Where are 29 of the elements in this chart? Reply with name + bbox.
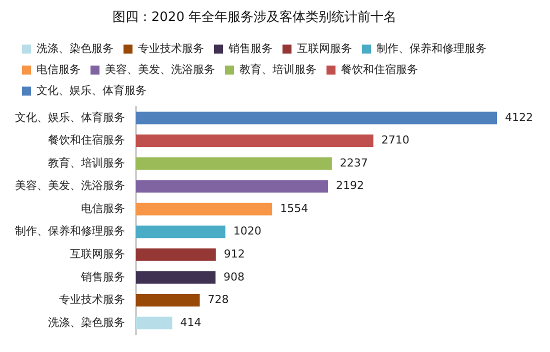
y-tick-label: 销售服务 [80, 270, 125, 284]
legend-label: 销售服务 [228, 42, 272, 55]
legend-label: 制作、保养和修理服务 [376, 42, 486, 55]
y-tick-label: 餐饮和住宿服务 [48, 134, 125, 147]
y-tick-label: 美容、美发、洗浴服务 [15, 179, 125, 192]
data-label: 2237 [340, 156, 368, 170]
legend-label: 餐饮和住宿服务 [341, 62, 418, 76]
legend-label: 互联网服务 [297, 42, 352, 55]
data-label: 2710 [381, 134, 410, 147]
y-tick-label: 制作、保养和修理服务 [15, 224, 125, 238]
y-tick-label: 电信服务 [81, 202, 125, 215]
data-label: 1554 [280, 202, 308, 215]
legend-label: 专业技术服务 [138, 42, 204, 55]
chart-title: 图四：2020 年全年服务涉及客体类别统计前十名 [112, 9, 397, 26]
y-tick-label: 文化、娱乐、体育服务 [15, 110, 125, 124]
data-label: 728 [208, 293, 229, 306]
y-tick-label: 专业技术服务 [59, 293, 125, 306]
y-tick-label: 互联网服务 [70, 248, 125, 261]
legend-label: 教育、培训服务 [240, 62, 316, 76]
data-label: 908 [224, 270, 245, 284]
data-label: 1020 [233, 224, 262, 238]
y-tick-label: 洗涤、染色服务 [48, 316, 125, 329]
data-label: 414 [180, 316, 202, 329]
data-label: 2192 [336, 179, 364, 192]
y-tick-label: 教育、培训服务 [48, 156, 125, 170]
legend-label: 美容、美发、洗浴服务 [105, 62, 215, 76]
legend-label: 电信服务 [36, 62, 80, 76]
data-label: 912 [224, 248, 245, 261]
data-label: 4122 [505, 110, 533, 124]
